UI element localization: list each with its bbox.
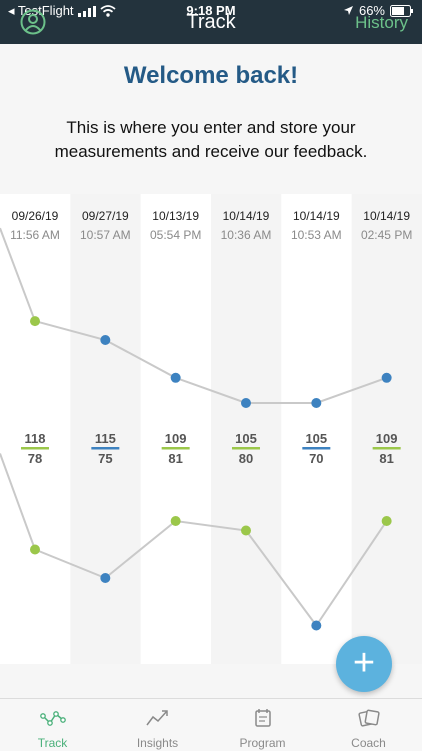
- reading-divider: [372, 447, 401, 450]
- reading-divider: [161, 447, 190, 450]
- diastolic-value: 81: [379, 451, 393, 466]
- tab-track[interactable]: Track: [0, 699, 105, 751]
- diastolic-value: 80: [239, 451, 253, 466]
- tab-insights[interactable]: Insights: [105, 699, 210, 751]
- systolic-value: 118: [25, 431, 46, 446]
- wifi-icon: [99, 5, 116, 17]
- systolic-point: [100, 335, 111, 345]
- chart-column-bg: [210, 194, 282, 664]
- time-label: 10:53 AM: [291, 228, 342, 242]
- welcome-title: Welcome back!: [123, 62, 299, 89]
- diastolic-point: [311, 620, 322, 631]
- chart-svg: 09/26/19 11:56 AM 09/27/19 10:57 AM 10/13/19…: [0, 194, 422, 664]
- reading-divider: [231, 447, 260, 450]
- date-label: 10/13/19: [152, 209, 199, 223]
- date-label: 09/26/19: [12, 209, 59, 223]
- date-label: 09/27/19: [82, 209, 129, 223]
- diastolic-point: [240, 525, 251, 536]
- tab-coach[interactable]: Coach: [316, 699, 421, 751]
- systolic-point: [381, 372, 392, 383]
- welcome-subtitle: This is where you enter and store your m…: [54, 118, 368, 161]
- tab-program-label: Program: [239, 736, 286, 750]
- diastolic-point: [100, 573, 111, 583]
- tab-track-label: Track: [37, 736, 68, 750]
- status-bar-right: 66%: [343, 3, 414, 18]
- diastolic-point: [381, 516, 392, 526]
- reading-divider: [21, 447, 49, 450]
- systolic-point: [240, 398, 251, 408]
- time-label: 05:54 PM: [150, 228, 201, 242]
- chart-column-bg: [0, 194, 71, 664]
- date-label: 10/14/19: [363, 209, 410, 223]
- signal-icon: [77, 5, 96, 17]
- systolic-value: 109: [165, 431, 187, 446]
- time-label: 11:56 AM: [10, 228, 60, 242]
- plus-icon: +: [352, 642, 376, 684]
- diastolic-point: [30, 544, 40, 555]
- chart-column-bg: [140, 194, 212, 664]
- history-link[interactable]: History: [355, 13, 408, 32]
- diastolic-point: [170, 516, 181, 526]
- systolic-value: 115: [95, 431, 116, 446]
- diastolic-value: 70: [309, 451, 323, 466]
- systolic-value: 105: [305, 431, 327, 446]
- time-label: 10:57 AM: [80, 228, 131, 242]
- battery-percent: 66%: [358, 3, 385, 18]
- battery-icon: [390, 4, 413, 17]
- measurement-chart[interactable]: 09/26/19 11:56 AM 09/27/19 10:57 AM 10/13/19…: [0, 194, 422, 664]
- systolic-point: [30, 316, 40, 327]
- systolic-point: [311, 398, 322, 408]
- date-label: 10/14/19: [293, 209, 340, 223]
- insights-icon: [146, 710, 168, 726]
- top-bar: ◂ TestFlight 9:18 PM 66% Track History: [0, 0, 422, 44]
- status-time: 9:18 PM: [186, 3, 236, 18]
- diastolic-value: 78: [28, 451, 42, 466]
- diastolic-value: 75: [98, 451, 112, 466]
- chart-column-bg: [70, 194, 142, 664]
- page-title: Track: [186, 11, 236, 33]
- tab-coach-label: Coach: [351, 736, 386, 750]
- chart-column-bg: [351, 194, 422, 664]
- chart-column-bg: [281, 194, 353, 664]
- date-label: 10/14/19: [223, 209, 270, 223]
- systolic-point: [170, 372, 181, 383]
- add-measurement-button[interactable]: +: [336, 636, 392, 692]
- program-icon: [255, 709, 271, 727]
- time-label: 10:36 AM: [221, 228, 272, 242]
- tab-program[interactable]: Program: [210, 699, 315, 751]
- tab-bar: Track Insights Program Coach: [0, 698, 422, 751]
- reading-divider: [91, 447, 120, 450]
- systolic-value: 109: [376, 431, 398, 446]
- track-icon: [40, 711, 66, 726]
- tab-insights-label: Insights: [136, 736, 179, 750]
- reading-divider: [302, 447, 331, 450]
- diastolic-value: 81: [168, 451, 182, 466]
- coach-icon: [358, 709, 380, 727]
- location-arrow-icon: [343, 6, 353, 15]
- time-label: 02:45 PM: [361, 228, 412, 242]
- profile-icon[interactable]: [20, 9, 46, 35]
- systolic-value: 105: [235, 431, 257, 446]
